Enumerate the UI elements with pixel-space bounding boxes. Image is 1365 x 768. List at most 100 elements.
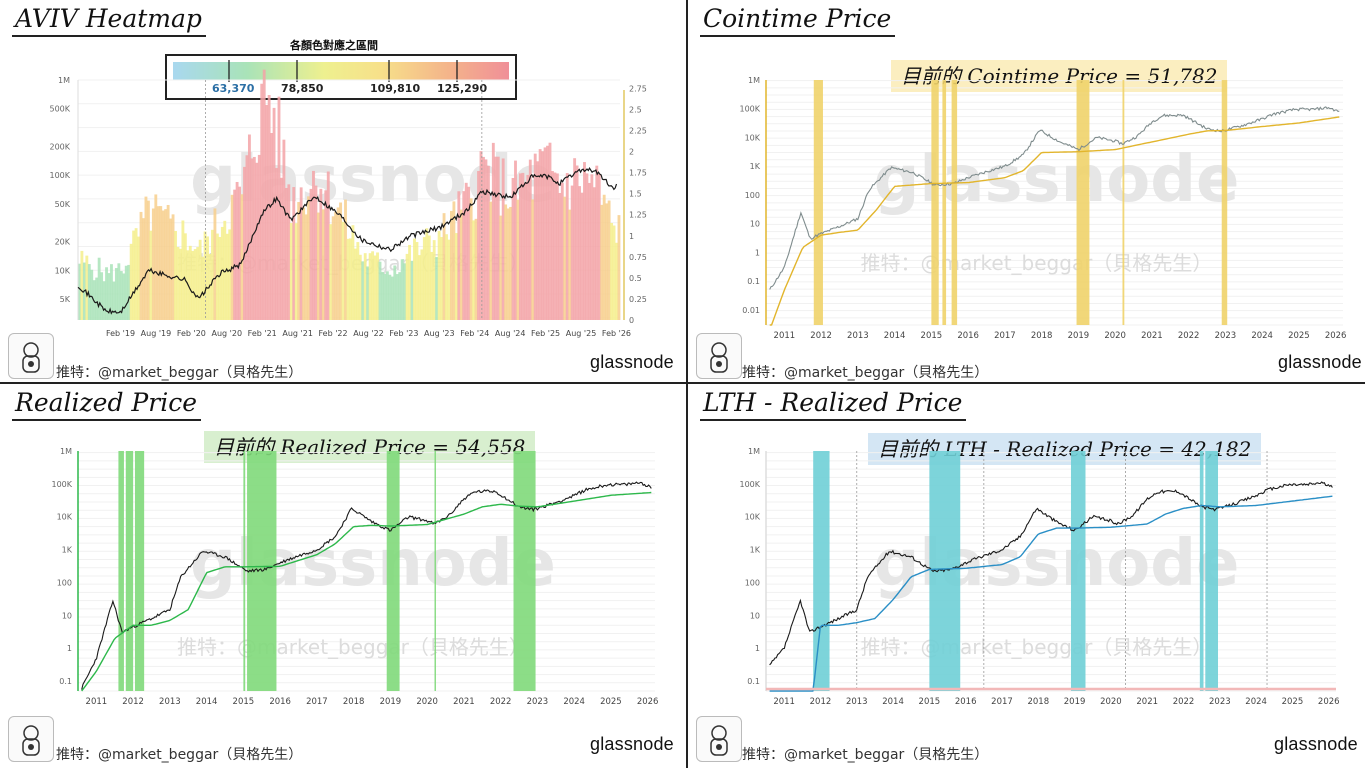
aviv-chart: glassnode推特：@market_beggar（貝格先生）1M500K20… (49, 69, 647, 338)
aviv-bar (390, 276, 394, 320)
aviv-bar (518, 173, 522, 320)
x-tick-label: 2013 (159, 697, 181, 707)
aviv-bar (558, 192, 562, 320)
aviv-bar (319, 188, 323, 320)
aviv-bar (146, 200, 150, 320)
y-tick-label: 100 (745, 191, 760, 200)
aviv-bar (169, 218, 173, 320)
aviv-bar (124, 265, 128, 320)
aviv-bar (284, 187, 288, 320)
aviv-bar (304, 214, 308, 320)
x-tick-label: Feb '20 (177, 329, 206, 338)
y-tick-label: 200K (49, 142, 70, 151)
aviv-bar (134, 228, 138, 320)
aviv-bar (208, 253, 212, 320)
y2-tick-label: 1.25 (629, 211, 647, 220)
y-tick-label: 100K (49, 171, 70, 180)
panel-realized-price: Realized Price 目前的 Realized Price = 54,5… (0, 384, 686, 768)
aviv-bar (102, 281, 106, 320)
aviv-bar (262, 69, 266, 320)
aviv-bar (161, 210, 165, 320)
aviv-bar (117, 263, 121, 320)
y-tick-label: 1 (755, 644, 760, 653)
aviv-bar (459, 209, 463, 320)
y2-tick-label: 1.75 (629, 169, 647, 178)
aviv-bar (181, 220, 185, 320)
handle-watermark: 推特：@market_beggar（貝格先生） (861, 635, 1213, 659)
aviv-bar (521, 172, 525, 320)
panel-title: LTH - Realized Price (700, 388, 967, 421)
avatar-icon (696, 333, 742, 379)
aviv-bar (597, 173, 601, 320)
aviv-bar (548, 142, 552, 320)
aviv-bar (560, 182, 564, 320)
aviv-bar (587, 182, 591, 320)
x-tick-label: 2013 (847, 331, 869, 341)
callout-current-value: 目前的 Cointime Price = 51,782 (891, 60, 1228, 92)
aviv-bar (107, 273, 111, 320)
x-tick-label: 2022 (490, 697, 512, 707)
aviv-bar (413, 238, 416, 320)
legend-label: 78,850 (281, 82, 324, 95)
aviv-bar (349, 238, 352, 320)
x-tick-label: 2019 (1064, 697, 1086, 707)
x-tick-label: 2025 (1288, 331, 1310, 341)
aviv-bar (105, 267, 108, 320)
aviv-bar (462, 191, 466, 320)
glassnode-logo: glassnode (590, 734, 674, 754)
highlight-band (813, 80, 823, 325)
x-tick-label: 2022 (1173, 697, 1195, 707)
aviv-bar (132, 230, 136, 320)
aviv-bar (590, 174, 594, 320)
aviv-bar (541, 151, 545, 320)
highlight-band (434, 451, 436, 691)
x-tick-label: 2012 (810, 331, 832, 341)
x-tick-label: 2015 (919, 697, 941, 707)
aviv-bar (383, 273, 387, 320)
aviv-bar (499, 215, 503, 320)
aviv-bar (336, 207, 340, 320)
y-tick-label: 100K (739, 480, 760, 489)
y-tick-label: 100 (57, 578, 72, 587)
aviv-bar (92, 280, 96, 320)
vertical-divider (686, 0, 688, 768)
x-tick-label: 2023 (1215, 331, 1237, 341)
aviv-bar (235, 181, 239, 320)
aviv-bar (514, 160, 517, 320)
x-tick-label: 2014 (882, 697, 904, 707)
aviv-bar (257, 154, 261, 320)
avatar-icon (8, 716, 54, 762)
x-tick-label: 2017 (994, 331, 1016, 341)
watermark: glassnode (874, 527, 1240, 601)
y-tick-label: 0.1 (747, 277, 760, 286)
aviv-bar (489, 201, 493, 320)
aviv-bar (302, 207, 306, 320)
lth-realized-chart: glassnode推特：@market_beggar（貝格先生）1M100K10… (739, 447, 1339, 707)
aviv-bar (87, 264, 91, 320)
aviv-bar (553, 172, 557, 320)
aviv-bar (203, 231, 207, 320)
aviv-bar (196, 247, 200, 320)
aviv-bar (605, 203, 609, 320)
highlight-band (134, 451, 145, 691)
y-tick-label: 1M (748, 447, 760, 456)
aviv-bar (151, 208, 155, 320)
aviv-bar (363, 253, 367, 320)
aviv-bar (223, 220, 227, 320)
twitter-credit: 推特：@market_beggar（貝格先生） (56, 365, 303, 381)
aviv-bar (563, 196, 567, 320)
highlight-band (243, 451, 246, 691)
aviv-bar (245, 155, 249, 320)
y2-tick-label: 0.5 (629, 274, 642, 283)
aviv-bar (408, 244, 411, 320)
x-tick-label: Feb '22 (319, 329, 348, 338)
y-tick-label: 1M (60, 447, 72, 456)
aviv-bar (469, 198, 473, 320)
panel-cointime-price: Cointime Price 目前的 Cointime Price = 51,7… (688, 0, 1365, 382)
y-tick-label: 100K (739, 105, 760, 114)
highlight-band (813, 451, 830, 691)
x-tick-label: Aug '24 (495, 329, 526, 338)
aviv-bar (220, 226, 224, 320)
aviv-bar (496, 156, 500, 320)
y-tick-label: 50K (55, 200, 71, 209)
